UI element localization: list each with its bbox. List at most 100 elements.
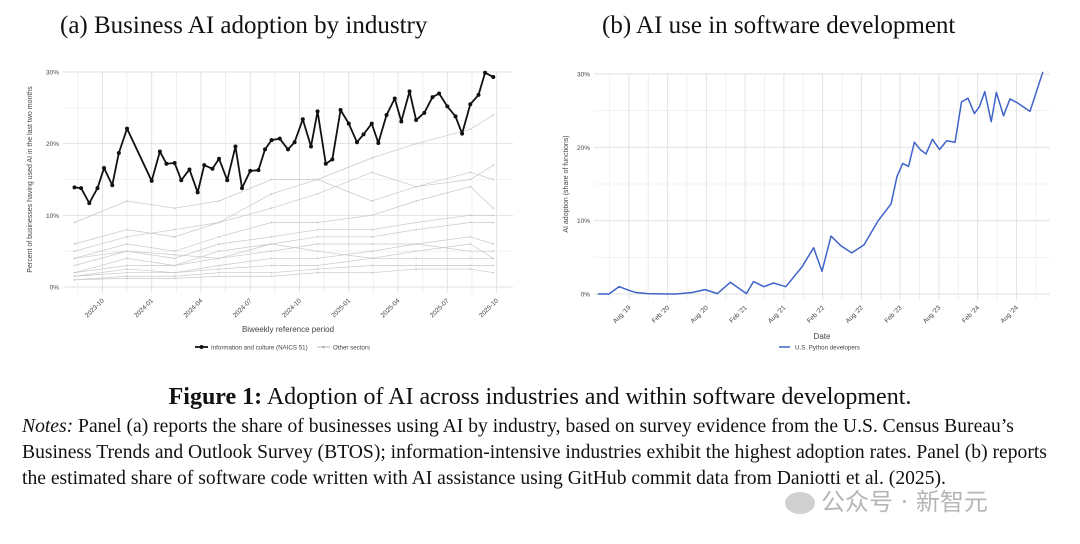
x-tick-label: 2024-04 <box>183 297 205 319</box>
x-tick-label: Aug '20 <box>689 304 710 325</box>
other-sector-point <box>492 207 495 210</box>
panel-a-title: (a) Business AI adoption by industry <box>60 12 428 39</box>
naics51-point <box>149 178 154 183</box>
panel-b-chart: 0% 10% 20% 30% Aug '19 Feb '20 Aug '20 Feb '21 A… <box>563 71 1050 351</box>
naics51-point <box>414 118 419 123</box>
naics51-point <box>179 178 184 183</box>
figure-label: Figure 1: <box>168 384 263 410</box>
naics51-point <box>430 95 435 100</box>
other-sector-point <box>218 235 220 238</box>
other-sector-point <box>173 253 176 256</box>
other-sector-point <box>126 235 128 238</box>
naics51-point <box>286 147 290 152</box>
other-sector-line <box>74 214 494 266</box>
other-sector-point <box>126 271 128 274</box>
other-sector-point <box>415 268 418 270</box>
other-sector-point <box>316 268 319 270</box>
other-sector-point <box>270 235 273 238</box>
other-sector-point <box>270 207 273 210</box>
other-sector-point <box>173 264 176 267</box>
naics51-point <box>102 166 107 171</box>
other-sector-point <box>415 221 418 224</box>
other-sector-point <box>126 250 128 253</box>
naics51-point <box>361 132 366 137</box>
naics51-point <box>392 96 397 101</box>
other-sector-point <box>370 214 373 217</box>
other-sector-point <box>469 250 472 253</box>
y-axis-title: AI adoption (share of functions) <box>563 135 570 232</box>
other-sector-point <box>370 200 373 202</box>
naics51-point <box>248 168 253 173</box>
other-sector-point <box>218 250 220 253</box>
legend-python-label: U.S. Python developers <box>795 344 860 351</box>
y-tick-label: 10% <box>46 213 59 220</box>
other-sector-point <box>218 275 220 278</box>
x-tick-label: 2025-04 <box>380 297 402 319</box>
other-sector-point <box>316 235 319 238</box>
other-sector-point <box>316 192 319 195</box>
y-tick-label: 20% <box>46 141 59 148</box>
x-tick-label: 2023-10 <box>84 297 106 319</box>
other-sector-point <box>73 271 76 274</box>
naics51-point <box>240 186 245 191</box>
other-sector-line <box>74 268 494 281</box>
other-sector-point <box>370 157 373 159</box>
naics51-point <box>376 140 381 145</box>
y-tick-label: 30% <box>46 70 59 77</box>
naics51-point <box>483 70 488 75</box>
other-sector-point <box>316 228 319 231</box>
other-sector-point <box>415 243 418 245</box>
other-sector-point <box>173 257 176 260</box>
other-sector-point <box>370 250 373 253</box>
other-sector-point <box>469 171 472 174</box>
other-sector-point <box>370 271 373 274</box>
naics51-point <box>399 119 404 124</box>
other-sector-point <box>415 200 418 202</box>
other-sector-point <box>370 228 373 231</box>
other-sector-point <box>370 243 373 245</box>
x-tick-label: 2025-07 <box>429 297 451 319</box>
python-developers-line <box>597 71 1044 295</box>
other-sector-point <box>492 243 495 245</box>
other-sector-point <box>316 257 319 260</box>
other-sector-point <box>492 178 495 181</box>
other-sector-point <box>218 243 220 245</box>
naics51-point <box>323 161 328 166</box>
notes-text: Panel (a) reports the share of businesse… <box>22 416 1047 489</box>
other-sector-point <box>469 185 472 188</box>
other-sector-line <box>74 186 494 259</box>
panel-b-title: (b) AI use in software development <box>602 12 956 39</box>
other-sector-point <box>270 178 273 181</box>
naics51-point <box>354 140 359 145</box>
x-tick-label: Feb '24 <box>961 304 981 324</box>
naics51-point <box>233 144 238 149</box>
other-sector-line <box>74 257 494 277</box>
other-sector-point <box>492 214 495 217</box>
other-sector-point <box>415 142 418 145</box>
other-sector-line <box>74 164 494 245</box>
watermark-text: 公众号 · 新智元 <box>821 488 988 516</box>
other-sector-point <box>270 243 273 245</box>
naics51-point <box>157 149 162 154</box>
x-tick-label: Aug '24 <box>999 304 1020 325</box>
other-sector-point <box>173 275 176 278</box>
watermark: 公众号 · 新智元 <box>785 482 988 517</box>
y-tick-label: 20% <box>577 145 590 152</box>
naics51-point <box>172 161 177 166</box>
notes-label: Notes: <box>22 416 74 437</box>
x-tick-label: Feb '20 <box>651 304 671 324</box>
other-sector-point <box>316 178 319 181</box>
other-sector-point <box>469 214 472 217</box>
legend-naics51-marker <box>199 345 204 349</box>
other-sector-point <box>126 243 128 245</box>
x-tick-label: Aug '23 <box>922 304 943 325</box>
figure-notes: Notes: Panel (a) reports the share of bu… <box>22 414 1067 491</box>
other-sector-point <box>316 243 319 245</box>
x-tick-label: 2025-10 <box>478 297 500 319</box>
other-sector-point <box>469 264 472 267</box>
other-sector-point <box>270 221 273 224</box>
other-sector-point <box>469 178 472 181</box>
other-sector-point <box>370 171 373 174</box>
other-sector-point <box>126 264 128 267</box>
other-sector-point <box>126 275 128 278</box>
